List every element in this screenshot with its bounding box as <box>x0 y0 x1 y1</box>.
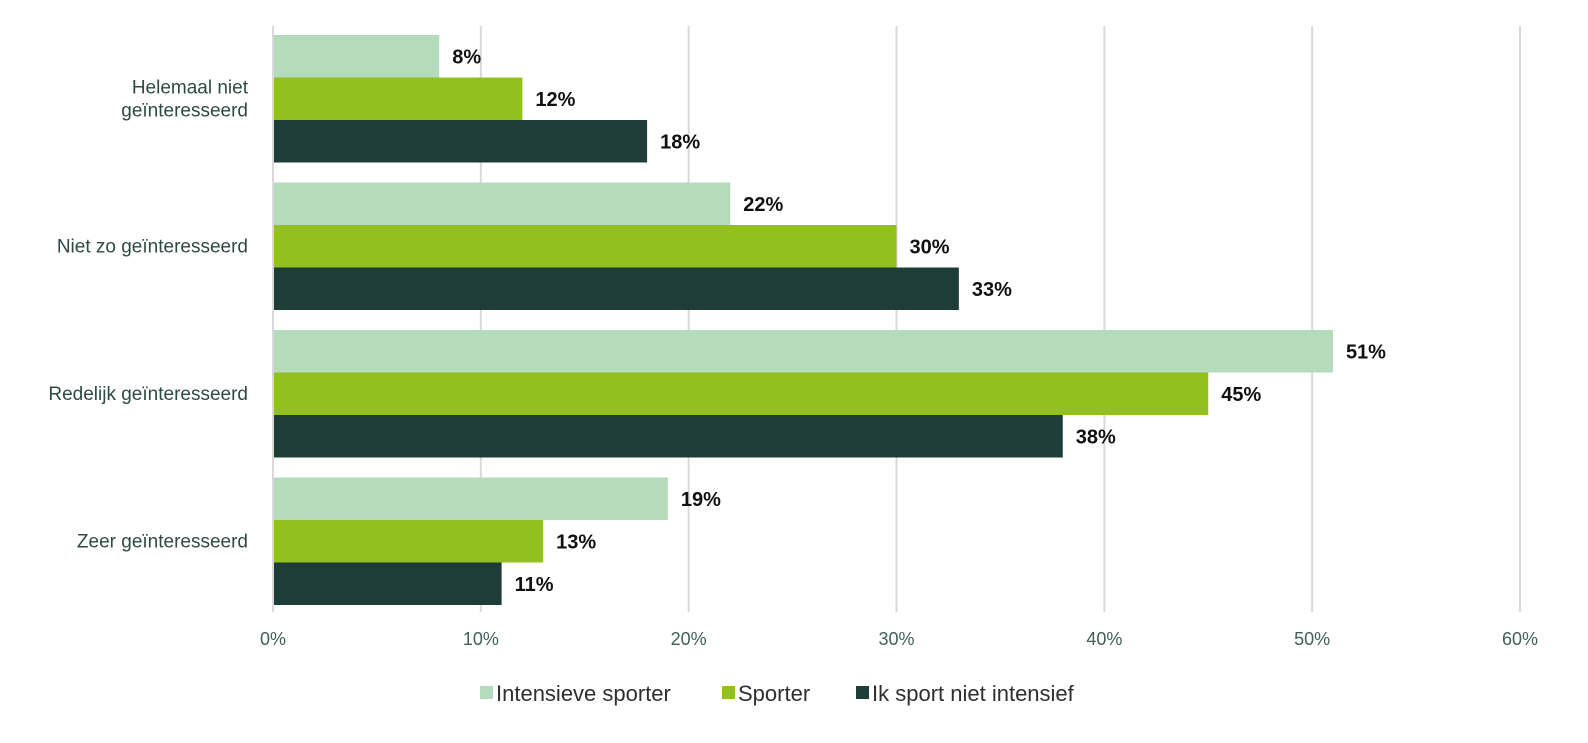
data-label: 12% <box>535 89 575 111</box>
bar <box>273 415 1063 458</box>
value-labels: 8% 22% 51% 19% 12% 30% 45% 13% 18% 33% 38% 11% <box>452 46 1386 596</box>
bar <box>273 77 523 120</box>
data-label: 30% <box>910 236 950 258</box>
bar <box>273 330 1333 373</box>
data-label: 45% <box>1221 384 1261 406</box>
data-label: 38% <box>1076 426 1116 448</box>
bar <box>273 120 648 163</box>
x-tick-label: 20% <box>671 629 707 649</box>
data-label: 11% <box>515 574 554 596</box>
y-category-label: Helemaal niet <box>132 77 249 98</box>
data-label: 18% <box>660 131 700 153</box>
bar <box>273 477 668 520</box>
axes: 0% 10% 20% 30% 40% 50% 60% Helemaal nietgeïnter… <box>48 26 1538 649</box>
bar <box>273 225 897 268</box>
legend-swatch <box>722 686 735 699</box>
x-tick-label: 10% <box>463 629 499 649</box>
bar <box>273 35 440 78</box>
legend-swatch <box>856 686 869 699</box>
data-label: 13% <box>556 531 596 553</box>
x-tick-label: 30% <box>878 629 914 649</box>
y-category-label: geïnteresseerd <box>121 100 248 121</box>
bar <box>273 182 731 225</box>
data-label: 22% <box>743 194 783 216</box>
x-tick-label: 60% <box>1502 629 1538 649</box>
bar <box>273 520 544 563</box>
data-label: 51% <box>1346 341 1386 363</box>
legend-label: Intensieve sporter <box>496 681 671 706</box>
data-label: 8% <box>452 46 481 68</box>
x-tick-label: 50% <box>1294 629 1330 649</box>
y-category-label: Redelijk geïnteresseerd <box>48 384 248 405</box>
bar <box>273 562 502 605</box>
bar <box>273 372 1209 415</box>
gridlines <box>479 26 1521 612</box>
y-category-label: Zeer geïnteresseerd <box>77 531 248 552</box>
legend-label: Ik sport niet intensief <box>872 681 1075 706</box>
data-label: 33% <box>972 279 1012 301</box>
bar <box>273 267 959 310</box>
x-tick-label: 40% <box>1086 629 1122 649</box>
x-tick-label: 0% <box>260 629 286 649</box>
legend-label: Sporter <box>738 681 810 706</box>
y-category-label: Niet zo geïnteresseerd <box>57 236 248 257</box>
legend-swatch <box>480 686 493 699</box>
data-label: 19% <box>681 489 721 511</box>
legend: Intensieve sporter Sporter Ik sport niet i… <box>480 681 1075 706</box>
bars <box>273 35 1333 605</box>
